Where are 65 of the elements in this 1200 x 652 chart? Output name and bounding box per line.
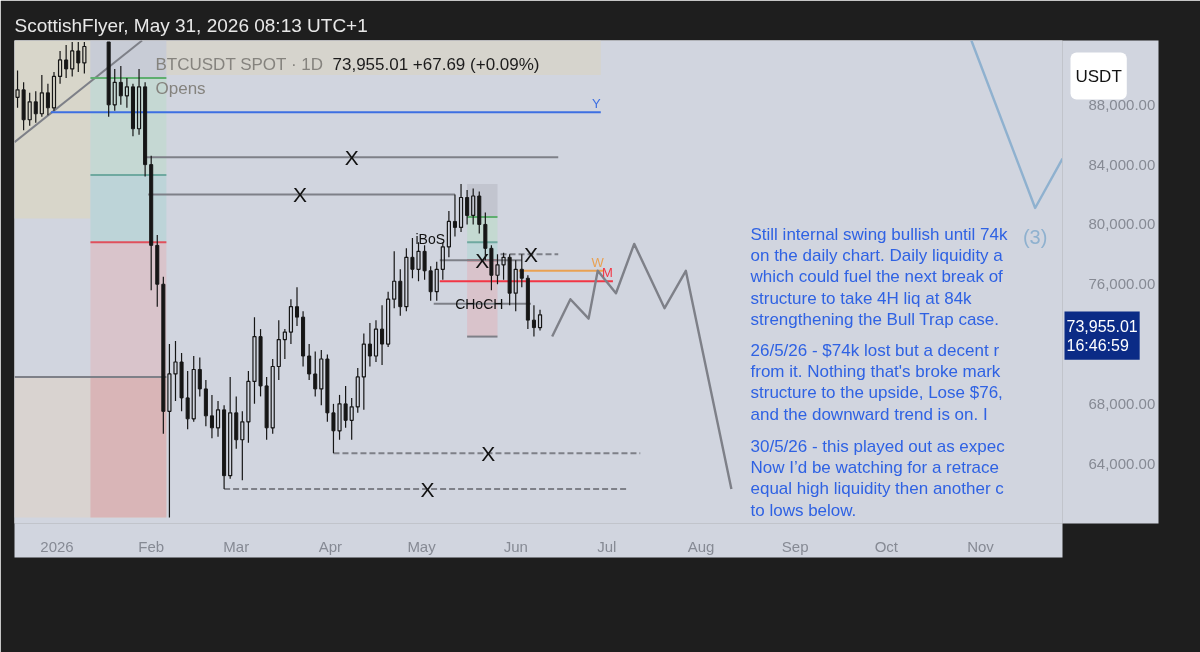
- annotation: 73,955.01 +67.69 (+0.09%): [332, 54, 540, 74]
- series-label: M: [602, 265, 613, 281]
- candlestick: [130, 83, 135, 137]
- annotation: Opens: [155, 78, 206, 98]
- series-label: Y: [592, 96, 602, 112]
- annotation: BTCUSDT SPOT · 1D: [155, 54, 324, 74]
- annotation: 26/5/26 - $74k lost but a decent r from it. Nothing that's broke mark structure to the upside, Lose $76, and the downward trend is on. I: [750, 340, 1003, 424]
- candlestick: [537, 309, 543, 332]
- chart-title: ScottishFlyer, May 31, 2026 08:13 UTC+1: [14, 14, 368, 36]
- annotation: X: [293, 183, 308, 207]
- candlestick: [124, 77, 130, 109]
- y-tick-label: 64,000.00: [1088, 454, 1156, 472]
- candlestick: [143, 81, 148, 178]
- candlestick: [458, 183, 464, 233]
- x-tick-label: Sep: [781, 537, 809, 555]
- x-tick-label: 2026: [40, 537, 74, 555]
- y-tick-label: 68,000.00: [1088, 394, 1156, 412]
- candlestick: [64, 44, 69, 79]
- y-axis-title: USDT: [1075, 66, 1122, 86]
- x-tick-label: Jul: [597, 537, 617, 555]
- line-series: [550, 242, 733, 491]
- candlestick: [222, 404, 227, 490]
- candlestick: [301, 310, 306, 368]
- y-tick-label: 80,000.00: [1088, 215, 1156, 233]
- x-tick-label: Jun: [503, 537, 528, 555]
- annotation: CHoCH: [455, 295, 504, 312]
- candlestick: [446, 210, 452, 258]
- candlestick: [294, 286, 300, 327]
- x-tick-label: Aug: [687, 537, 715, 555]
- candlestick: [209, 394, 214, 439]
- annotation: X: [344, 145, 359, 169]
- candlestick: [373, 319, 379, 363]
- annotation: X: [523, 242, 538, 266]
- y-tick-label: 88,000.00: [1088, 95, 1156, 113]
- annotation: 30/5/26 - this played out as expec Now I’d be watching for a retrace equal high liquidity then another c to lows below.: [750, 436, 1006, 520]
- x-tick-label: Mar: [223, 537, 250, 555]
- annotation: iBoS: [415, 230, 446, 247]
- candlestick: [386, 291, 391, 348]
- y-tick-label: 84,000.00: [1088, 155, 1156, 173]
- candlestick: [367, 322, 372, 368]
- candlestick: [282, 328, 287, 360]
- series-label: (3): [1022, 225, 1048, 248]
- x-tick-label: Feb: [138, 537, 165, 555]
- candlestick: [51, 71, 57, 112]
- candlestick: [203, 379, 208, 427]
- annotation: X: [420, 477, 435, 501]
- candlestick: [288, 298, 294, 345]
- candlestick: [452, 193, 457, 237]
- x-tick-label: May: [407, 537, 437, 555]
- text: 73,955.01 16:46:59: [1066, 317, 1138, 354]
- x-tick-label: Nov: [967, 537, 995, 555]
- candlestick: [57, 50, 63, 85]
- candlestick: [380, 304, 385, 366]
- annotation: Still internal swing bullish until 74k on the daily chart. Daily liquidity a which could fuel the next break of structure to take 4H liq at 84k strengthening the Bull Trap case.: [749, 224, 1009, 330]
- annotation: X: [481, 441, 496, 465]
- x-tick-label: Apr: [318, 537, 343, 555]
- x-tick-label: Oct: [874, 537, 899, 555]
- candlestick: [531, 304, 536, 338]
- candlestick: [215, 400, 221, 438]
- candlestick: [136, 68, 142, 136]
- candlestick: [45, 83, 50, 116]
- candlestick: [465, 189, 470, 226]
- candlestick: [525, 274, 530, 330]
- annotation: X: [475, 248, 490, 272]
- y-tick-label: 76,000.00: [1088, 275, 1156, 293]
